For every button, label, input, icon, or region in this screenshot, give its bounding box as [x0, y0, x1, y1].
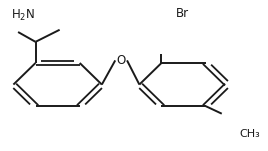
Text: H$_2$N: H$_2$N: [11, 8, 35, 23]
Text: Br: Br: [176, 7, 189, 20]
Text: CH₃: CH₃: [240, 129, 260, 139]
Text: O: O: [117, 54, 126, 67]
